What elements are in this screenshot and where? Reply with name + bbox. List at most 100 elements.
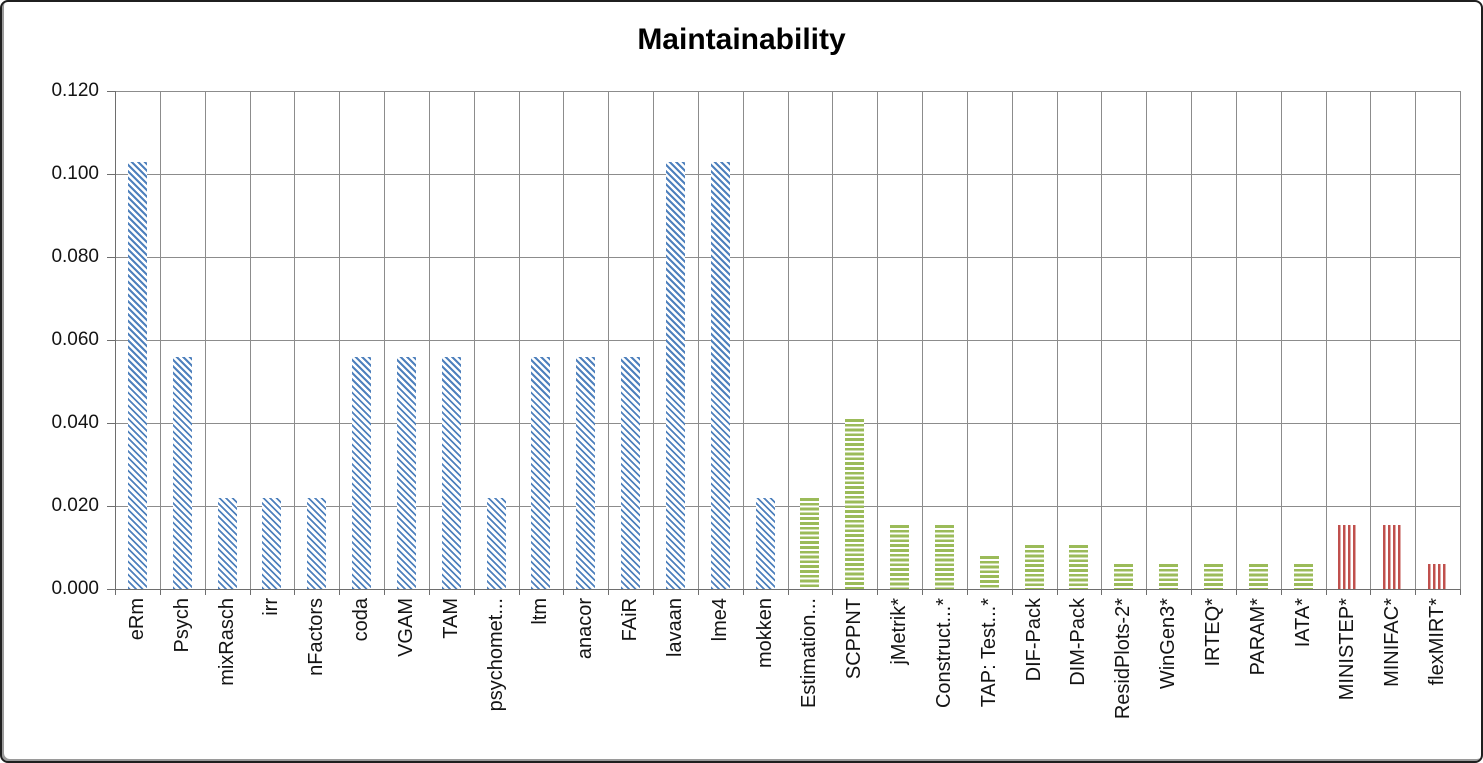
x-tick-mark <box>877 589 879 595</box>
x-category-label: Estimation... <box>798 598 821 709</box>
bar-lme4 <box>710 161 730 589</box>
x-category-label: Construct...* <box>932 598 955 709</box>
gridline-vertical <box>294 91 296 589</box>
x-category-label: DIF-Pack <box>1022 598 1045 682</box>
gridline-vertical <box>1415 91 1417 589</box>
chart-title: Maintainability <box>637 23 846 56</box>
x-category-label: mokken <box>753 598 776 669</box>
bar-fair <box>621 356 641 589</box>
x-tick-mark <box>1191 589 1192 595</box>
bar-ministep <box>1338 524 1358 589</box>
bar-tam <box>441 356 461 589</box>
x-tick-mark <box>1280 589 1282 595</box>
x-tick-mark <box>1415 589 1417 595</box>
x-category-label: TAP: Test...* <box>977 598 1000 708</box>
x-tick-mark <box>742 589 744 595</box>
x-category-label: TAM <box>439 598 462 639</box>
bar-jmetrik <box>890 524 910 589</box>
bar-nfactors <box>307 497 327 589</box>
bar-taptest <box>979 555 999 589</box>
x-tick-mark <box>473 589 475 595</box>
x-category-label: FAiR <box>619 598 642 642</box>
x-category-label: IRTEQ* <box>1201 598 1224 667</box>
y-tick-label: 0.120 <box>51 80 99 101</box>
y-tick-label: 0.020 <box>51 495 99 516</box>
gridline-vertical <box>653 91 654 589</box>
gridline-vertical <box>1460 91 1461 589</box>
x-category-label: jMetrik* <box>888 598 911 665</box>
x-category-label: lme4 <box>708 598 731 642</box>
bar-irteq <box>1203 564 1223 589</box>
y-tick-mark <box>107 174 115 175</box>
gridline-vertical <box>384 91 385 589</box>
gridline-vertical <box>159 91 161 589</box>
x-category-label: psychomet... <box>484 598 507 712</box>
bar-coda <box>352 356 372 589</box>
x-category-label: eRm <box>125 598 148 641</box>
y-tick-label: 0.060 <box>51 329 99 350</box>
x-category-label: irr <box>260 598 283 616</box>
gridline-vertical <box>339 91 341 589</box>
bar-residplots-2 <box>1114 564 1134 589</box>
y-tick-mark <box>107 506 115 507</box>
bar-flexmirt <box>1428 564 1448 589</box>
x-tick-mark <box>1370 589 1372 595</box>
y-tick-mark <box>107 91 115 92</box>
x-category-label: ltm <box>529 598 552 625</box>
x-category-label: nFactors <box>305 598 328 676</box>
bar-iata <box>1293 564 1313 589</box>
x-tick-mark <box>1235 589 1237 595</box>
gridline-vertical <box>922 91 923 589</box>
y-tick-mark <box>107 257 115 258</box>
x-category-label: flexMIRT* <box>1426 598 1449 686</box>
x-tick-mark <box>1325 589 1327 595</box>
y-tick-mark <box>107 423 115 424</box>
gridline-vertical <box>1191 91 1192 589</box>
x-category-label: SCPPNT <box>843 598 866 680</box>
bar-estimation <box>800 497 820 589</box>
gridline-vertical <box>1235 91 1237 589</box>
x-tick-mark <box>384 589 385 595</box>
x-category-label: coda <box>350 598 373 642</box>
bar-lavaan <box>665 161 685 589</box>
x-category-label: VGAM <box>394 598 417 657</box>
bar-dim-pack <box>1069 545 1089 589</box>
x-tick-mark <box>1056 589 1058 595</box>
x-tick-mark <box>204 589 206 595</box>
gridline-vertical <box>1056 91 1058 589</box>
gridline-vertical <box>1370 91 1372 589</box>
gridline-vertical <box>518 91 520 589</box>
bar-param <box>1248 564 1268 589</box>
bar-anacor <box>576 356 596 589</box>
x-category-label: DIM-Pack <box>1067 598 1090 686</box>
gridline-vertical <box>1146 91 1148 589</box>
x-tick-mark <box>966 589 968 595</box>
x-category-label: ResidPlots-2* <box>1112 598 1135 720</box>
x-category-label: PARAM* <box>1246 598 1269 676</box>
x-tick-mark <box>1011 589 1013 595</box>
bar-minifac <box>1383 524 1403 589</box>
gridline-vertical <box>204 91 206 589</box>
x-tick-mark <box>697 589 699 595</box>
bar-psychomet <box>486 497 506 589</box>
x-tick-mark <box>294 589 296 595</box>
gridline-vertical <box>249 91 251 589</box>
y-tick-label: 0.000 <box>51 578 99 599</box>
bar-dif-pack <box>1024 545 1044 589</box>
x-tick-mark <box>563 589 565 595</box>
x-category-label: MINIFAC* <box>1381 598 1404 687</box>
x-category-label: WinGen3* <box>1157 598 1180 690</box>
gridline-vertical <box>1280 91 1282 589</box>
x-tick-mark <box>518 589 520 595</box>
x-tick-mark <box>1146 589 1148 595</box>
gridline-vertical <box>787 91 789 589</box>
x-tick-mark <box>787 589 789 595</box>
gridline-vertical <box>966 91 968 589</box>
plot-area <box>115 91 1461 590</box>
gridline-vertical <box>877 91 879 589</box>
gridline-vertical <box>428 91 430 589</box>
y-tick-label: 0.100 <box>51 163 99 184</box>
bar-erm <box>127 161 147 589</box>
bar-mokken <box>755 497 775 589</box>
bar-construct <box>934 524 954 589</box>
